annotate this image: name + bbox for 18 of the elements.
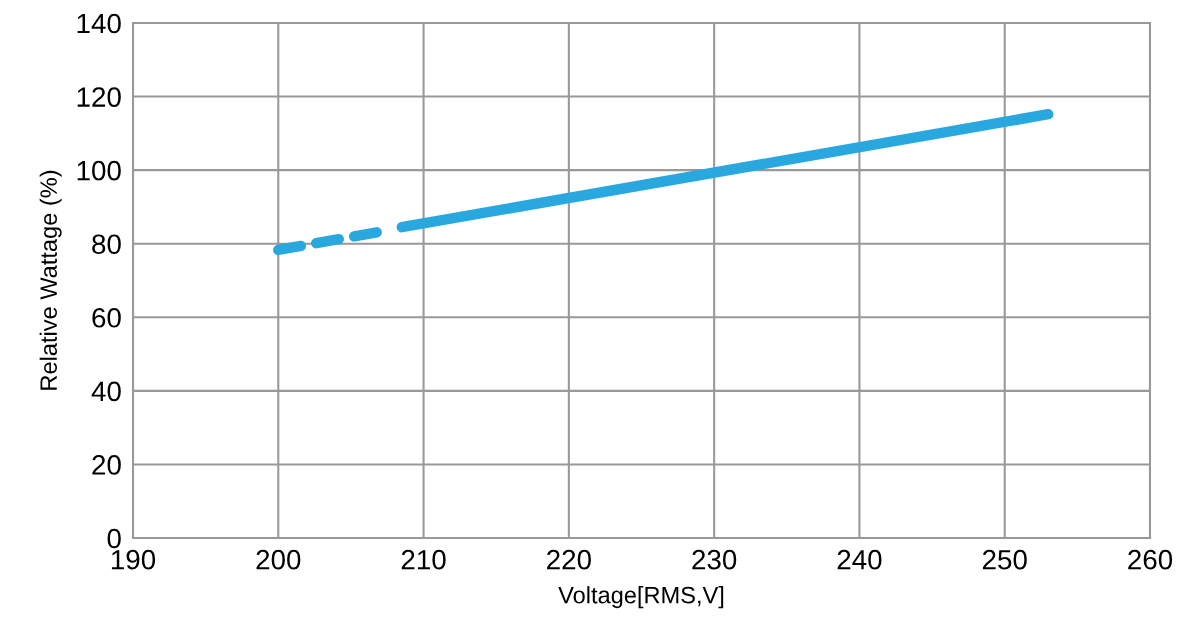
y-tick-label: 40 bbox=[91, 381, 121, 402]
y-tick-label: 80 bbox=[92, 234, 121, 255]
x-tick-label: 220 bbox=[547, 549, 591, 570]
x-tick-label: 210 bbox=[401, 549, 446, 570]
y-tick-label: 100 bbox=[77, 160, 121, 181]
x-tick-label: 190 bbox=[111, 549, 156, 570]
y-tick-label: 60 bbox=[92, 307, 121, 328]
y-tick-label: 120 bbox=[77, 87, 121, 107]
x-tick-label: 240 bbox=[837, 549, 882, 570]
x-tick-label: 260 bbox=[1128, 549, 1173, 570]
x-tick-label: 230 bbox=[692, 549, 737, 570]
x-axis-title: Voltage[RMS,V] bbox=[558, 586, 724, 609]
y-tick-label: 20 bbox=[92, 455, 121, 475]
x-tick-label: 250 bbox=[982, 549, 1027, 570]
y-tick-label: 0 bbox=[107, 528, 121, 549]
y-axis-title: Relative Wattage (%) bbox=[39, 170, 62, 390]
y-tick-label: 140 bbox=[77, 13, 121, 34]
x-tick-label: 200 bbox=[256, 549, 301, 570]
